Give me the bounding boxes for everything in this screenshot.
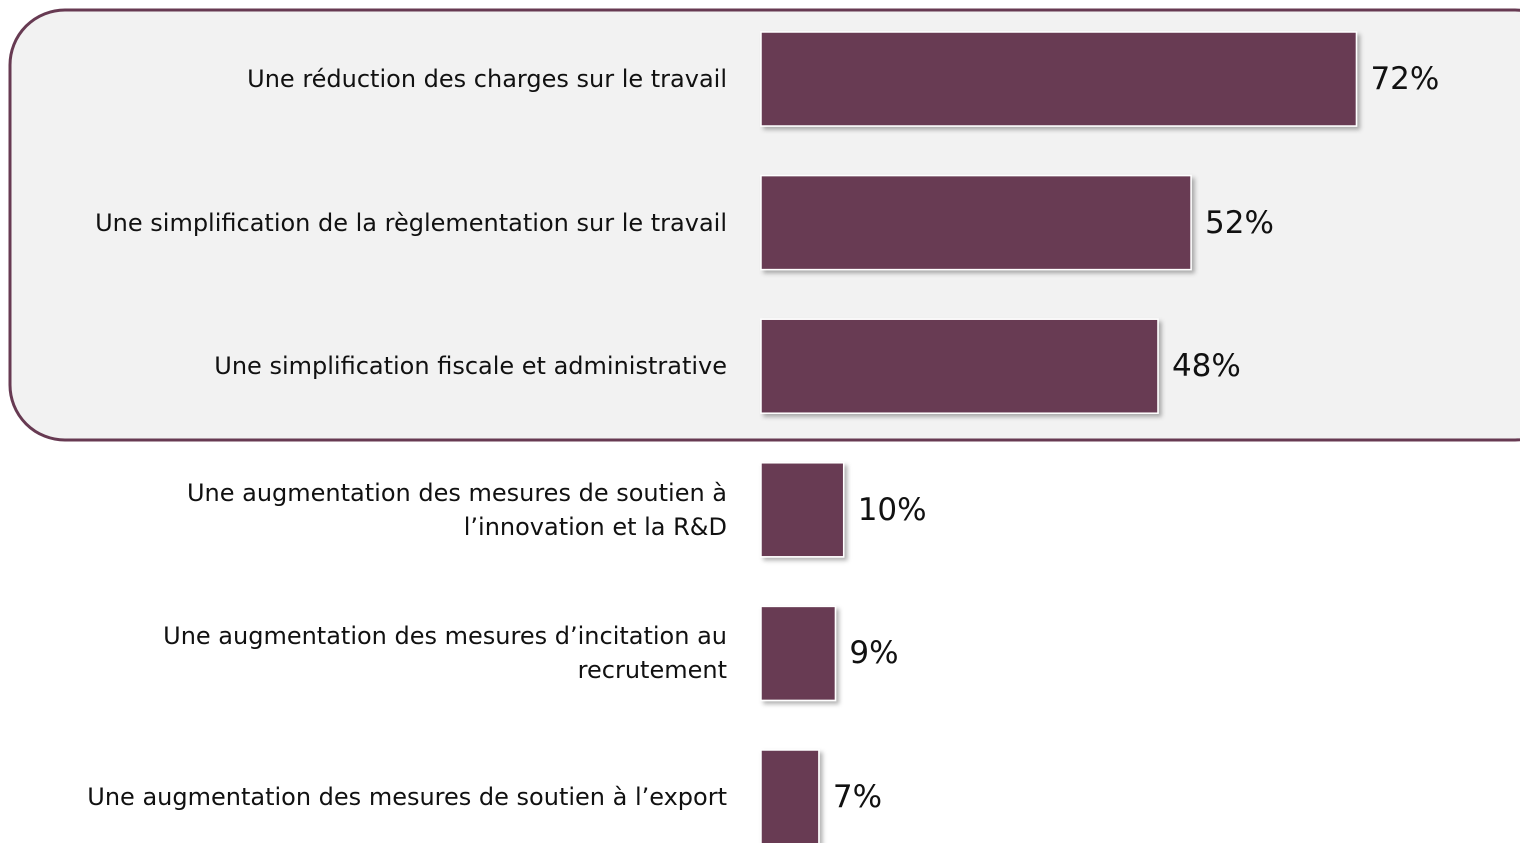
value-label: 72% (1370, 61, 1440, 97)
category-label: Une augmentation des mesures de soutien … (186, 478, 727, 541)
bar (760, 462, 845, 558)
bar (760, 749, 820, 843)
value-label: 9% (849, 635, 899, 672)
category-label: Une augmentation des mesures de soutien … (87, 783, 727, 811)
bar (760, 31, 1358, 127)
category-label: Une réduction des charges sur le travail (247, 65, 727, 93)
category-label: Une simplification de la règlementation … (95, 208, 727, 237)
category-label: Une augmentation des mesures d’incitatio… (163, 622, 727, 685)
value-label: 7% (832, 779, 883, 815)
value-label: 52% (1205, 204, 1274, 241)
value-label: 48% (1171, 348, 1241, 385)
bar (760, 318, 1159, 414)
category-label: Une simplification fiscale et administra… (214, 352, 727, 381)
bar (760, 605, 837, 702)
value-label: 10% (857, 491, 927, 528)
bar (760, 174, 1192, 271)
